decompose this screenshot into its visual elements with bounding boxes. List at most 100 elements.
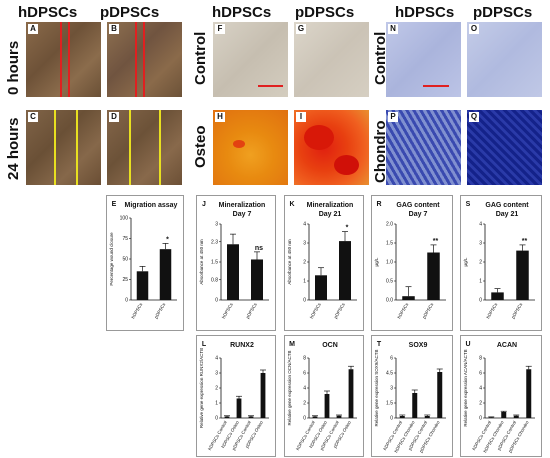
panel-d-micrograph: D xyxy=(107,110,182,185)
chart-panel-label: K xyxy=(289,201,294,208)
row-label-osteo: Osteo xyxy=(192,125,209,168)
y-tick-label: 2 xyxy=(479,401,482,407)
panel-n-micrograph: N xyxy=(386,22,461,97)
y-tick-label: 0 xyxy=(390,416,393,422)
bar xyxy=(402,296,415,300)
chart-panel-label-bg xyxy=(287,198,297,208)
chart-panel-label: L xyxy=(202,341,207,348)
chart-l-svg: L RUNX2 0 1 2 3 4 Relative gene expression RUNX… xyxy=(199,338,269,451)
panel-label-h: H xyxy=(215,112,225,122)
significance-label: * xyxy=(166,236,169,243)
chart-e-svg: E Migration assay 0 25 50 75 100 Percentage wou… xyxy=(109,198,178,319)
chart-title: GAG content xyxy=(396,202,440,209)
y-tick-label: 0 xyxy=(215,298,218,304)
bar xyxy=(324,394,330,418)
x-tick-label: pDPSCs xyxy=(333,301,346,319)
y-tick-label: 2.3 xyxy=(211,239,218,245)
chart-u-svg: U ACAN 0 2 4 6 8 Relative gene expression ACAN/… xyxy=(463,338,535,453)
panel-label-n: N xyxy=(388,24,398,34)
y-tick-label: 1 xyxy=(303,279,306,285)
y-tick-label: 0 xyxy=(303,298,306,304)
chart-m: M OCN 0 2 4 6 8 Relative gene expression OCN/AC… xyxy=(284,335,364,457)
chart-panel-label-bg xyxy=(199,338,209,348)
chart-u: U ACAN 0 2 4 6 8 Relative gene expression ACAN/… xyxy=(460,335,542,457)
header-pdpscs-left: pDPSCs xyxy=(100,4,160,21)
chart-s-svg: S GAG content Day 21 0 1 2 3 4 µg/L hDPSCs ** pDPSC… xyxy=(463,198,535,319)
chart-title: RUNX2 xyxy=(230,342,254,349)
chart-subtitle: Day 21 xyxy=(319,211,342,218)
header-hdpscs-left: hDPSCs xyxy=(18,4,78,21)
panel-label-c: C xyxy=(28,112,38,122)
y-tick-label: 2 xyxy=(303,401,306,407)
y-tick-label: 0 xyxy=(479,416,482,422)
x-tick-label: pDPSCs xyxy=(153,301,166,319)
y-axis-label: µg/L xyxy=(374,257,379,266)
y-axis-label: Relative gene expression OCN/ACTB xyxy=(287,350,292,425)
y-tick-label: 0 xyxy=(125,298,128,304)
bar xyxy=(526,369,532,418)
panel-label-f: F xyxy=(215,24,225,34)
row-label-control-osteo: Control xyxy=(192,31,209,85)
panel-label-b: B xyxy=(109,24,119,34)
y-axis-label: Relative gene expression ACAN/ACTB xyxy=(463,349,468,426)
chart-panel-label: E xyxy=(112,201,117,208)
panel-a-micrograph: A xyxy=(26,22,101,97)
header-pdpscs-mid: pDPSCs xyxy=(295,4,355,21)
panel-g-micrograph: G xyxy=(294,22,369,97)
chart-t-svg: T SOX9 0 1.5 3 4.5 6 Relative gene expression S… xyxy=(374,338,446,453)
chart-subtitle: Day 7 xyxy=(233,211,252,218)
panel-i-micrograph: I xyxy=(294,110,369,185)
y-tick-label: 1.0 xyxy=(386,260,393,266)
y-tick-label: 2 xyxy=(303,260,306,266)
scale-bar xyxy=(423,85,449,87)
y-tick-label: 6 xyxy=(303,371,306,377)
panel-o-micrograph: O xyxy=(467,22,542,97)
bar xyxy=(312,416,318,418)
header-pdpscs-right: pDPSCs xyxy=(473,4,533,21)
y-tick-label: 8 xyxy=(303,356,306,362)
y-tick-label: 100 xyxy=(120,216,129,222)
y-tick-label: 0 xyxy=(215,416,218,422)
chart-title: OCN xyxy=(322,342,338,349)
chart-panel-label: S xyxy=(466,201,471,208)
bar xyxy=(159,249,172,300)
y-axis-label: Absorbance at 450 nm xyxy=(199,239,204,285)
y-tick-label: 0.5 xyxy=(386,279,393,285)
panel-label-q: Q xyxy=(469,112,479,122)
significance-label: ** xyxy=(433,238,439,245)
y-tick-label: 4 xyxy=(303,386,306,392)
panel-label-i: I xyxy=(296,112,306,122)
x-tick-label: hDPSCs xyxy=(130,301,143,319)
chart-panel-label-bg xyxy=(287,338,297,348)
y-tick-label: 0.0 xyxy=(386,298,393,304)
chart-e: E Migration assay 0 25 50 75 100 Percentage wou… xyxy=(106,195,184,331)
y-tick-label: 8 xyxy=(479,356,482,362)
bar xyxy=(251,259,263,300)
chart-r: R GAG content Day 7 0.0 0.5 1.0 1.5 2.0 µg/L hDPS… xyxy=(371,195,453,331)
chart-title: Migration assay xyxy=(125,202,178,209)
y-tick-label: 4 xyxy=(215,356,218,362)
y-tick-label: 2.0 xyxy=(386,222,393,228)
y-tick-label: 3 xyxy=(215,222,218,228)
scale-bar xyxy=(258,85,283,87)
panel-label-d: D xyxy=(109,112,119,122)
chart-panel-label: M xyxy=(289,341,295,348)
chart-j-svg: J Mineralization Day 7 0 0.8 1.5 2.3 3 Absorbanc… xyxy=(199,198,269,319)
panel-label-p: P xyxy=(388,112,398,122)
bar xyxy=(227,244,239,300)
y-tick-label: 0.8 xyxy=(211,277,218,283)
chart-title: Mineralization xyxy=(307,202,354,209)
x-tick-label: hDPSCs xyxy=(396,301,409,319)
bar xyxy=(399,416,405,418)
bar xyxy=(427,252,440,300)
x-tick-label: pDPSCs xyxy=(510,301,523,319)
chart-k: K Mineralization Day 21 0 1 2 3 4 Absorbance at … xyxy=(284,195,364,331)
chart-j: J Mineralization Day 7 0 0.8 1.5 2.3 3 Absorbanc… xyxy=(196,195,276,331)
y-tick-label: 4 xyxy=(479,386,482,392)
bar xyxy=(516,250,529,300)
significance-label: ** xyxy=(522,238,528,245)
panel-b-micrograph: B xyxy=(107,22,182,97)
significance-label: ns xyxy=(255,245,263,252)
panel-p-micrograph: P xyxy=(386,110,461,185)
bar xyxy=(437,372,443,418)
